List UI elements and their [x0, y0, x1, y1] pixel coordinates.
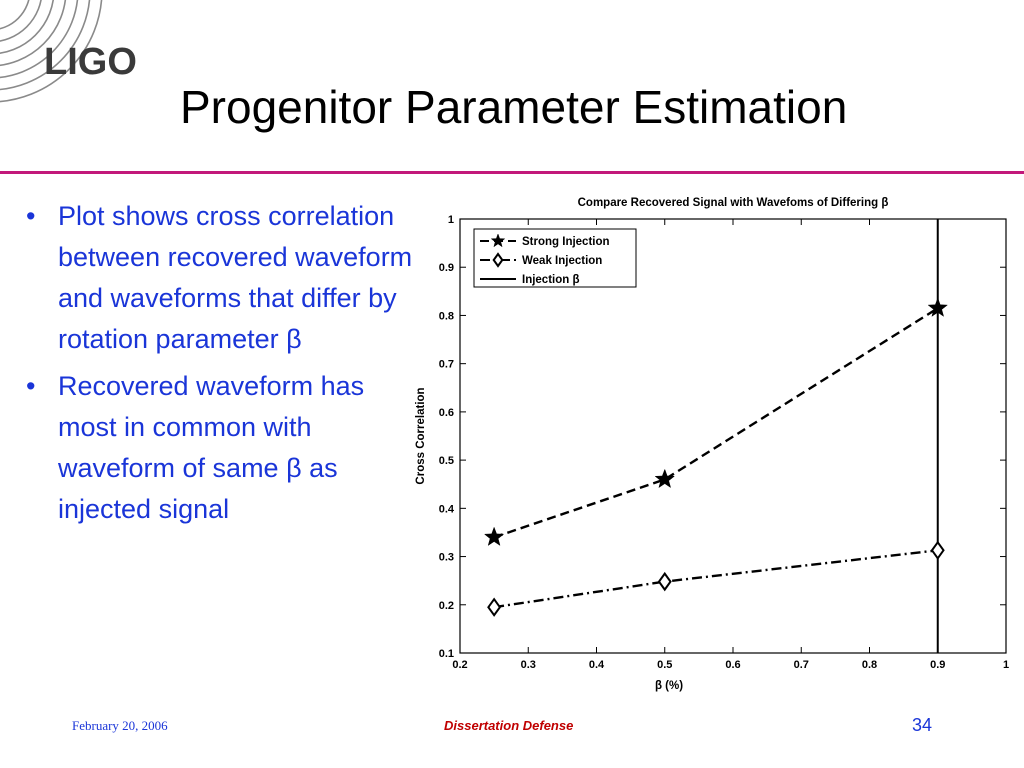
x-tick-label: 0.4: [589, 659, 605, 671]
y-tick-label: 0.3: [439, 552, 454, 564]
y-tick-label: 0.4: [439, 503, 455, 515]
legend-diamond-icon: [492, 252, 504, 268]
x-tick-label: 0.7: [794, 659, 809, 671]
y-tick-label: 1: [448, 214, 454, 226]
cross-correlation-chart: Compare Recovered Signal with Wavefoms o…: [415, 197, 1009, 692]
slide-title: Progenitor Parameter Estimation: [180, 81, 848, 133]
y-tick-label: 0.1: [439, 648, 454, 660]
ligo-logo-text: LIGO: [44, 41, 137, 83]
bullet-list: • Plot shows cross correlation between re…: [22, 196, 417, 536]
strong-injection-point: [927, 297, 948, 317]
weak-injection-point: [930, 540, 945, 560]
y-tick-label: 0.7: [439, 359, 454, 371]
bullet-dot-icon: •: [26, 371, 36, 401]
bullet-dot-icon: •: [26, 201, 36, 231]
footer-center-label: Dissertation Defense: [444, 718, 574, 733]
footer-date: February 20, 2006: [72, 718, 168, 733]
weak-injection-point: [487, 597, 502, 617]
title-divider: [0, 171, 1024, 174]
x-tick-label: 0.5: [657, 659, 672, 671]
bullet-text: Recovered waveform has most in common wi…: [58, 371, 365, 524]
x-tick-label: 0.3: [521, 659, 536, 671]
series-line-0: [493, 307, 939, 539]
y-tick-label: 0.5: [439, 455, 454, 467]
legend-star-icon: [490, 233, 506, 248]
x-tick-label: 0.9: [930, 659, 945, 671]
bullet-text: Plot shows cross correlation between rec…: [58, 201, 413, 354]
legend-label: Weak Injection: [522, 255, 602, 267]
legend-label: Injection β: [522, 274, 580, 286]
ligo-logo: LIGO: [0, 0, 137, 103]
x-tick-label: 1: [1003, 659, 1009, 671]
strong-injection-point: [654, 468, 675, 489]
page-number: 34: [912, 715, 933, 735]
y-tick-label: 0.6: [439, 407, 454, 419]
x-tick-label: 0.2: [452, 659, 467, 671]
y-axis-label: Cross Correlation: [415, 387, 427, 484]
x-tick-label: 0.8: [862, 659, 877, 671]
strong-injection-point: [483, 526, 505, 546]
bullet-item: • Plot shows cross correlation between re…: [22, 196, 417, 360]
x-axis-label: β (%): [655, 680, 683, 692]
x-tick-label: 0.6: [725, 659, 740, 671]
legend-label: Strong Injection: [522, 236, 610, 248]
bullet-item: • Recovered waveform has most in common w…: [22, 366, 417, 530]
y-tick-label: 0.8: [439, 310, 454, 322]
y-tick-label: 0.2: [439, 600, 454, 612]
chart-title: Compare Recovered Signal with Wavefoms o…: [578, 197, 889, 209]
series-line-1: [493, 549, 938, 609]
y-tick-label: 0.9: [439, 262, 454, 274]
weak-injection-point: [657, 571, 672, 592]
